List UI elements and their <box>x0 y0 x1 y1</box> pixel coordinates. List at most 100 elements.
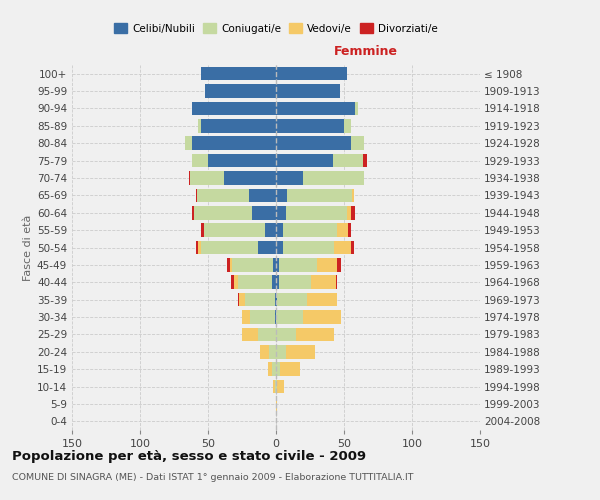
Bar <box>191 206 194 220</box>
Bar <box>191 136 276 150</box>
Bar <box>275 380 276 394</box>
Bar <box>276 154 333 168</box>
Bar <box>191 102 276 115</box>
Bar <box>208 154 276 168</box>
Bar <box>189 171 190 185</box>
Bar <box>197 188 249 202</box>
Bar <box>279 258 317 272</box>
Bar <box>276 136 351 150</box>
Bar <box>276 67 347 80</box>
Bar <box>355 102 358 115</box>
Y-axis label: Fasce di età: Fasce di età <box>23 214 33 280</box>
Bar <box>307 293 337 306</box>
Bar <box>303 171 364 185</box>
Bar <box>286 206 347 220</box>
Bar <box>344 119 351 132</box>
Bar <box>245 293 275 306</box>
Bar <box>249 188 276 202</box>
Bar <box>199 240 201 254</box>
Bar <box>232 258 273 272</box>
Bar <box>336 276 337 289</box>
Bar <box>363 154 367 168</box>
Bar <box>286 345 316 358</box>
Bar <box>277 380 284 394</box>
Bar <box>276 102 355 115</box>
Bar <box>259 240 276 254</box>
Bar <box>333 154 363 168</box>
Bar <box>238 293 239 306</box>
Bar <box>190 171 224 185</box>
Bar <box>231 276 234 289</box>
Text: Femmine: Femmine <box>334 44 398 58</box>
Bar <box>239 293 245 306</box>
Bar <box>196 240 199 254</box>
Bar <box>196 188 197 202</box>
Bar <box>276 397 277 410</box>
Bar <box>276 258 279 272</box>
Bar <box>273 380 275 394</box>
Bar <box>317 258 337 272</box>
Bar <box>276 310 303 324</box>
Bar <box>276 171 303 185</box>
Bar <box>275 293 276 306</box>
Y-axis label: Anni di nascita: Anni di nascita <box>598 206 600 289</box>
Bar <box>347 206 351 220</box>
Bar <box>348 224 351 237</box>
Bar <box>276 276 279 289</box>
Bar <box>194 206 251 220</box>
Bar <box>279 276 311 289</box>
Bar <box>242 310 250 324</box>
Bar <box>275 310 276 324</box>
Bar <box>185 136 191 150</box>
Text: Popolazione per età, sesso e stato civile - 2009: Popolazione per età, sesso e stato civil… <box>12 450 366 463</box>
Bar <box>201 67 276 80</box>
Bar <box>276 240 283 254</box>
Bar <box>276 84 340 98</box>
Bar <box>250 310 275 324</box>
Bar <box>283 224 337 237</box>
Bar <box>230 258 232 272</box>
Legend: Celibi/Nubili, Coniugati/e, Vedovi/e, Divorziati/e: Celibi/Nubili, Coniugati/e, Vedovi/e, Di… <box>110 19 442 38</box>
Bar <box>276 224 283 237</box>
Bar <box>224 171 276 185</box>
Bar <box>205 84 276 98</box>
Bar <box>268 362 272 376</box>
Text: COMUNE DI SINAGRA (ME) - Dati ISTAT 1° gennaio 2009 - Elaborazione TUTTITALIA.IT: COMUNE DI SINAGRA (ME) - Dati ISTAT 1° g… <box>12 472 413 482</box>
Bar <box>296 328 334 341</box>
Bar <box>191 154 208 168</box>
Bar <box>238 276 272 289</box>
Bar <box>334 240 351 254</box>
Bar <box>277 293 307 306</box>
Bar <box>272 362 276 376</box>
Bar <box>199 119 201 132</box>
Bar <box>351 206 355 220</box>
Bar <box>276 345 286 358</box>
Bar <box>276 206 286 220</box>
Bar <box>227 258 230 272</box>
Bar <box>201 119 276 132</box>
Bar <box>351 240 353 254</box>
Bar <box>337 258 341 272</box>
Bar <box>276 380 277 394</box>
Bar <box>283 240 334 254</box>
Bar <box>352 188 353 202</box>
Bar <box>260 345 269 358</box>
Bar <box>276 119 344 132</box>
Bar <box>269 345 276 358</box>
Bar <box>273 258 276 272</box>
Bar <box>276 328 296 341</box>
Bar <box>311 276 336 289</box>
Bar <box>242 328 259 341</box>
Bar <box>204 224 265 237</box>
Bar <box>351 136 364 150</box>
Bar <box>265 224 276 237</box>
Bar <box>276 362 280 376</box>
Bar <box>276 293 277 306</box>
Bar <box>337 224 348 237</box>
Bar <box>276 188 287 202</box>
Bar <box>280 362 301 376</box>
Bar <box>201 240 259 254</box>
Bar <box>234 276 238 289</box>
Bar <box>272 276 276 289</box>
Bar <box>251 206 276 220</box>
